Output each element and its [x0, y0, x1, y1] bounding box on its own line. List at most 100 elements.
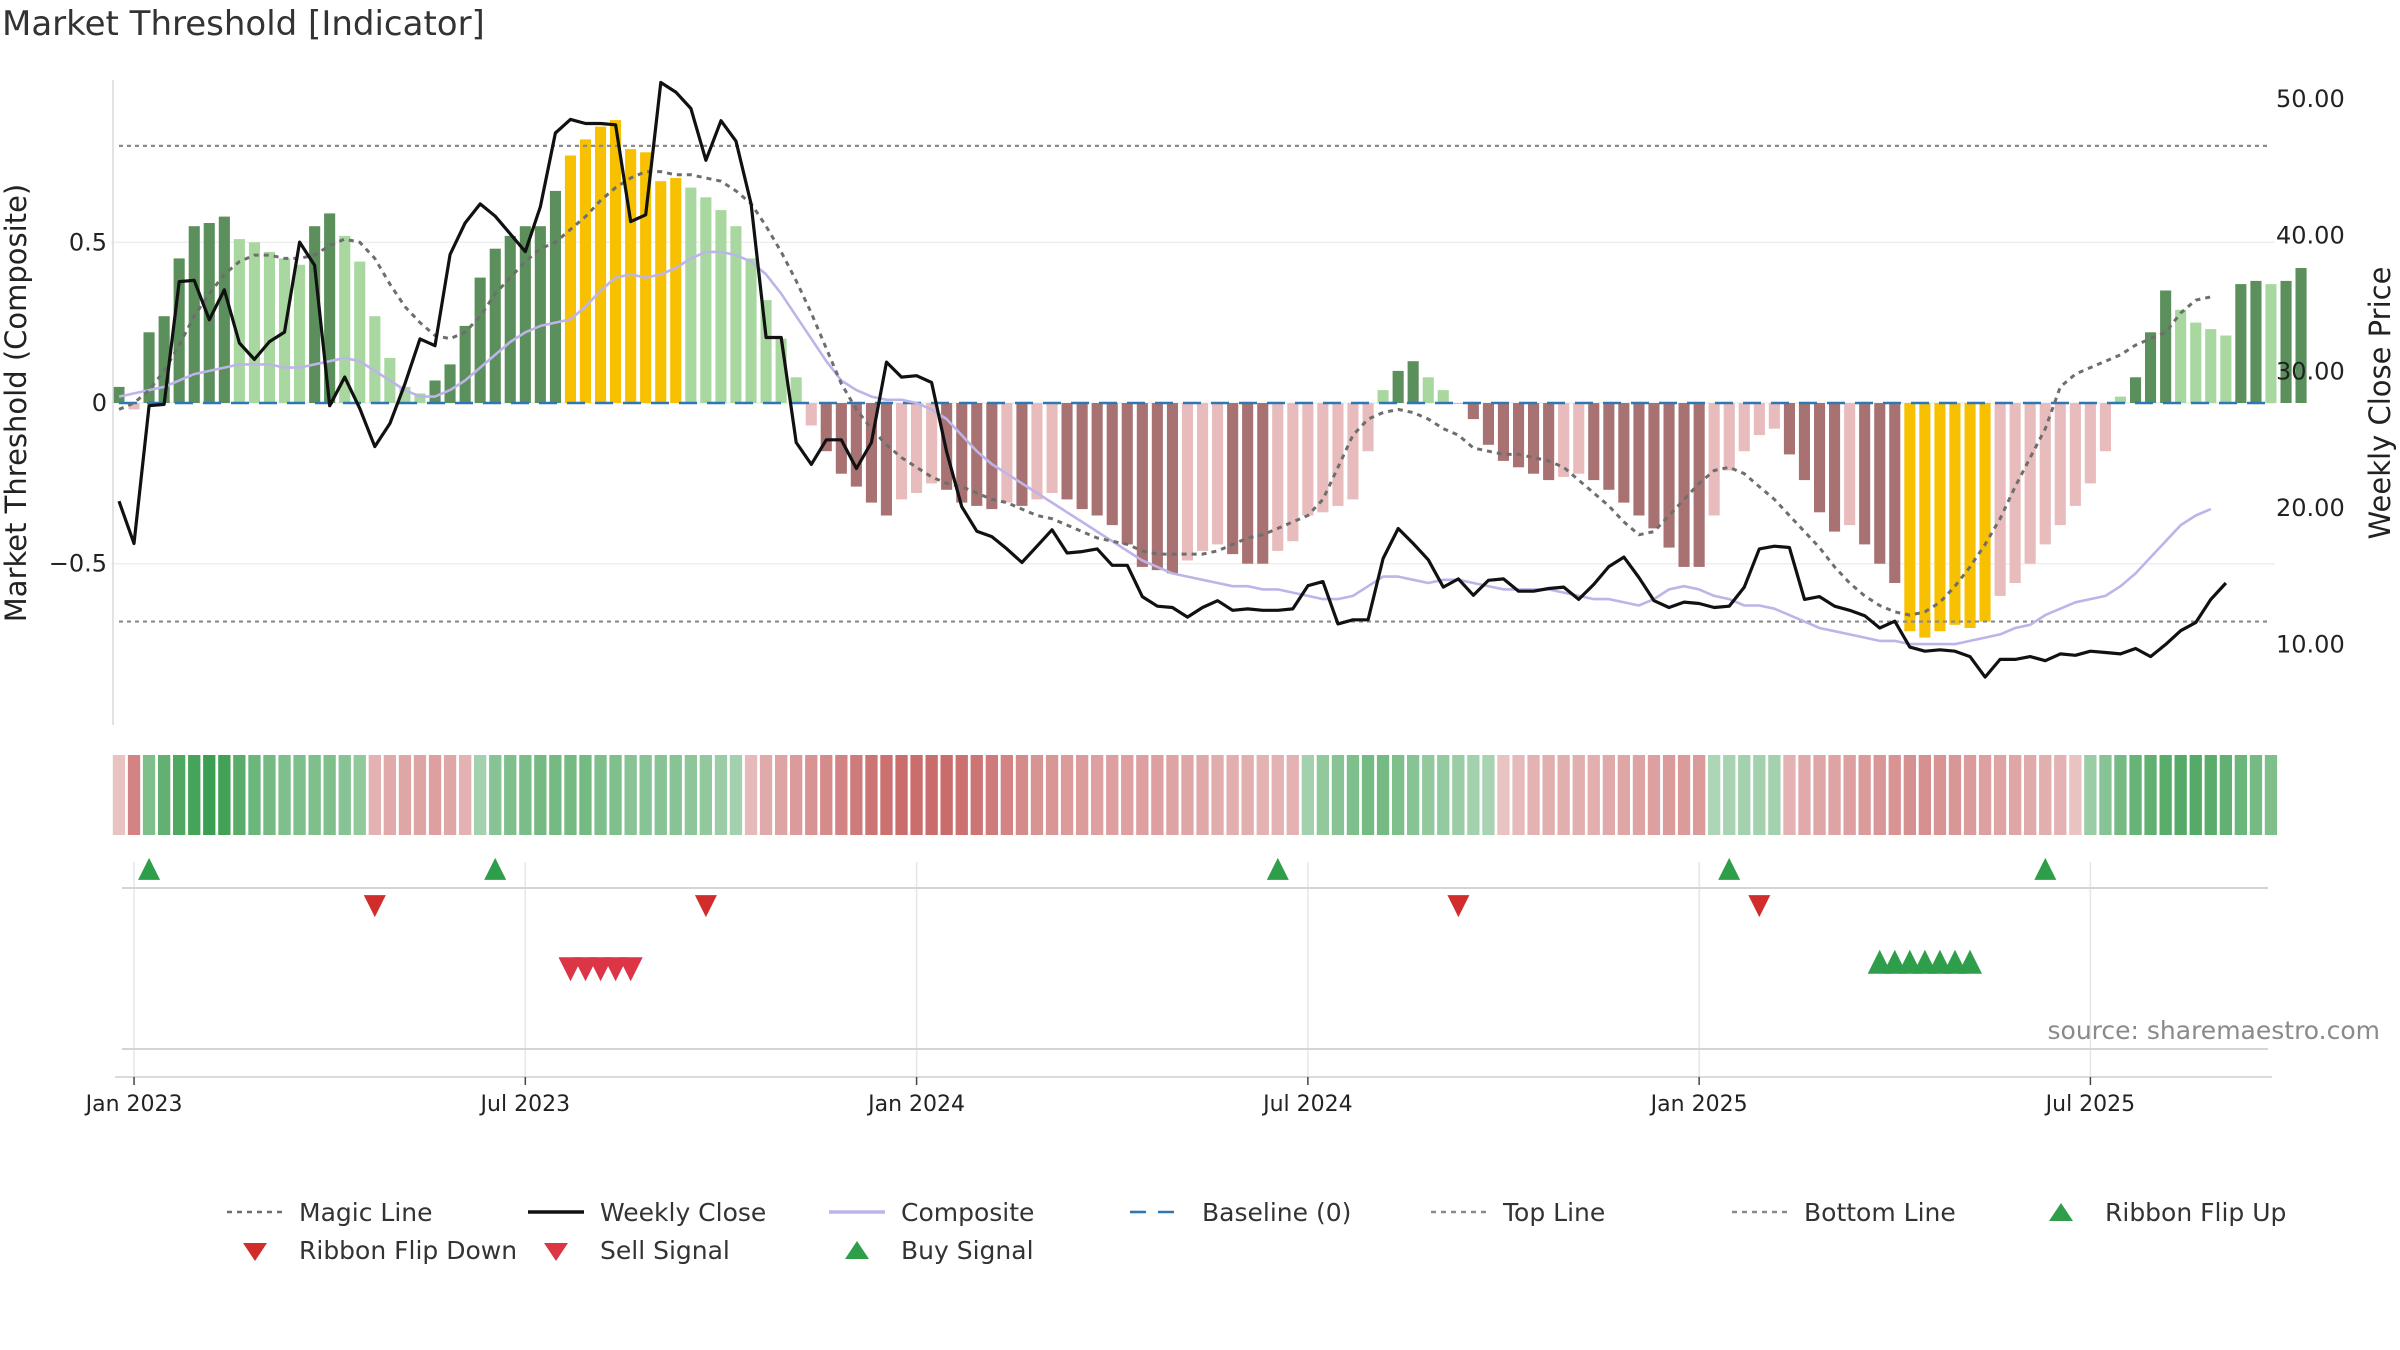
legend-label: Ribbon Flip Down	[299, 1235, 518, 1265]
histogram-bar	[1528, 403, 1540, 474]
histogram-bar	[1798, 403, 1810, 481]
histogram-bar	[1497, 403, 1509, 461]
ribbon-cell	[1753, 755, 1766, 835]
histogram-bar	[1031, 403, 1043, 500]
ribbon-cell	[534, 755, 547, 835]
histogram-bar	[805, 403, 817, 426]
legend-symbol	[829, 1210, 885, 1214]
histogram-bar	[670, 178, 682, 403]
ribbon-cell	[1677, 755, 1691, 835]
ribbon-cell	[1106, 755, 1119, 835]
ribbon-cell	[1858, 755, 1871, 835]
ribbon-cell	[1723, 755, 1736, 835]
sell-signal-marker	[573, 957, 598, 982]
legend-symbol	[544, 1243, 568, 1261]
legend-item: Buy Signal	[827, 1234, 1128, 1266]
ribbon-cell	[1918, 755, 1931, 835]
histogram-bar	[309, 226, 321, 403]
legend-symbol	[845, 1241, 869, 1259]
histogram-bar	[1482, 403, 1494, 445]
ribbon-cell	[699, 755, 712, 835]
weekly-close-line	[117, 80, 2228, 679]
ribbon-cell	[428, 755, 442, 835]
histogram-bar	[1874, 403, 1886, 564]
histogram-bar	[1859, 403, 1871, 545]
source-note: source: sharemaestro.com	[2048, 1016, 2381, 1045]
ribbon-cell	[1166, 755, 1179, 835]
histogram-bar	[1588, 403, 1600, 481]
legend-item: Ribbon Flip Up	[2031, 1196, 2332, 1228]
histogram-bar	[2054, 403, 2066, 526]
buy-signal-marker	[1958, 949, 1982, 974]
ribbon-cell	[1437, 755, 1450, 835]
ribbon-cell	[1226, 755, 1239, 835]
histogram-bar	[1287, 403, 1299, 542]
ribbon-cell	[2219, 755, 2232, 835]
ribbon-cell	[940, 755, 953, 835]
ribbon-cell	[1873, 755, 1886, 835]
ribbon-cell	[2024, 755, 2037, 835]
ribbon-cell	[353, 755, 366, 835]
ribbon-cell	[1497, 755, 1510, 835]
ribbon-cell	[2054, 755, 2067, 835]
main-panel	[111, 80, 2307, 679]
histogram-bar	[2145, 332, 2157, 403]
ribbon-cell	[1091, 755, 1104, 835]
legend-item: Top Line	[1429, 1196, 1730, 1228]
ribbon-cell	[1993, 755, 2007, 835]
histogram-bar	[549, 190, 561, 403]
ribbon-cell	[1557, 755, 1570, 835]
histogram-bar	[850, 403, 862, 487]
histogram-bar	[173, 258, 185, 403]
ribbon-cell	[925, 755, 938, 835]
histogram-bar	[1091, 403, 1103, 516]
ribbon-cell	[1121, 755, 1134, 835]
ribbon-cell	[293, 755, 306, 835]
legend-label: Baseline (0)	[1202, 1197, 1352, 1227]
histogram-bar	[745, 258, 757, 403]
ribbon-cell	[684, 755, 697, 835]
histogram-bar	[1212, 403, 1224, 545]
ribbon-flip-up-marker	[1718, 857, 1741, 880]
ribbon-cell	[2144, 755, 2157, 835]
ribbon-flip-down-marker	[1748, 895, 1771, 918]
ribbon-cell	[1587, 755, 1600, 835]
ribbon-cell	[489, 755, 502, 835]
histogram-bar	[1723, 403, 1735, 471]
legend-symbol	[243, 1243, 267, 1261]
ribbon-cell	[1512, 755, 1525, 835]
histogram-bar	[2295, 268, 2307, 403]
ribbon-cell	[2174, 755, 2187, 835]
histogram-bar	[1663, 403, 1675, 548]
histogram-bar	[1016, 403, 1028, 506]
ribbon-cell	[1617, 755, 1630, 835]
histogram-bar	[2160, 290, 2172, 403]
ribbon-cell	[2009, 755, 2022, 835]
histogram-bar	[2099, 403, 2111, 452]
ribbon-cell	[474, 755, 487, 835]
legend-symbol	[1431, 1210, 1487, 1214]
left-tick-label: −0.5	[49, 550, 107, 578]
ribbon-cell	[1768, 755, 1781, 835]
ribbon-cell	[775, 755, 788, 835]
histogram-bar	[2130, 377, 2142, 403]
ribbon-cell	[248, 755, 261, 835]
histogram-bar	[775, 338, 787, 403]
histogram-bar	[610, 120, 622, 403]
histogram-bar	[1467, 403, 1479, 420]
histogram-bar	[880, 403, 892, 516]
ribbon-cell	[1301, 755, 1314, 835]
histogram-bar	[1618, 403, 1630, 503]
legend-symbol	[1130, 1210, 1186, 1214]
right-axis-title: Weekly Close Price	[2363, 267, 2397, 540]
histogram-bar	[2024, 403, 2036, 564]
histogram-bar	[1829, 403, 1841, 532]
ribbon-cell	[1060, 755, 1074, 835]
histogram-bar	[2190, 322, 2202, 403]
ribbon-cell	[2249, 755, 2263, 835]
ribbon-cell	[203, 755, 216, 835]
histogram-bar	[294, 264, 306, 403]
histogram-bar	[158, 316, 170, 403]
ribbon-cell	[1948, 755, 1962, 835]
ribbon-cell	[504, 755, 517, 835]
